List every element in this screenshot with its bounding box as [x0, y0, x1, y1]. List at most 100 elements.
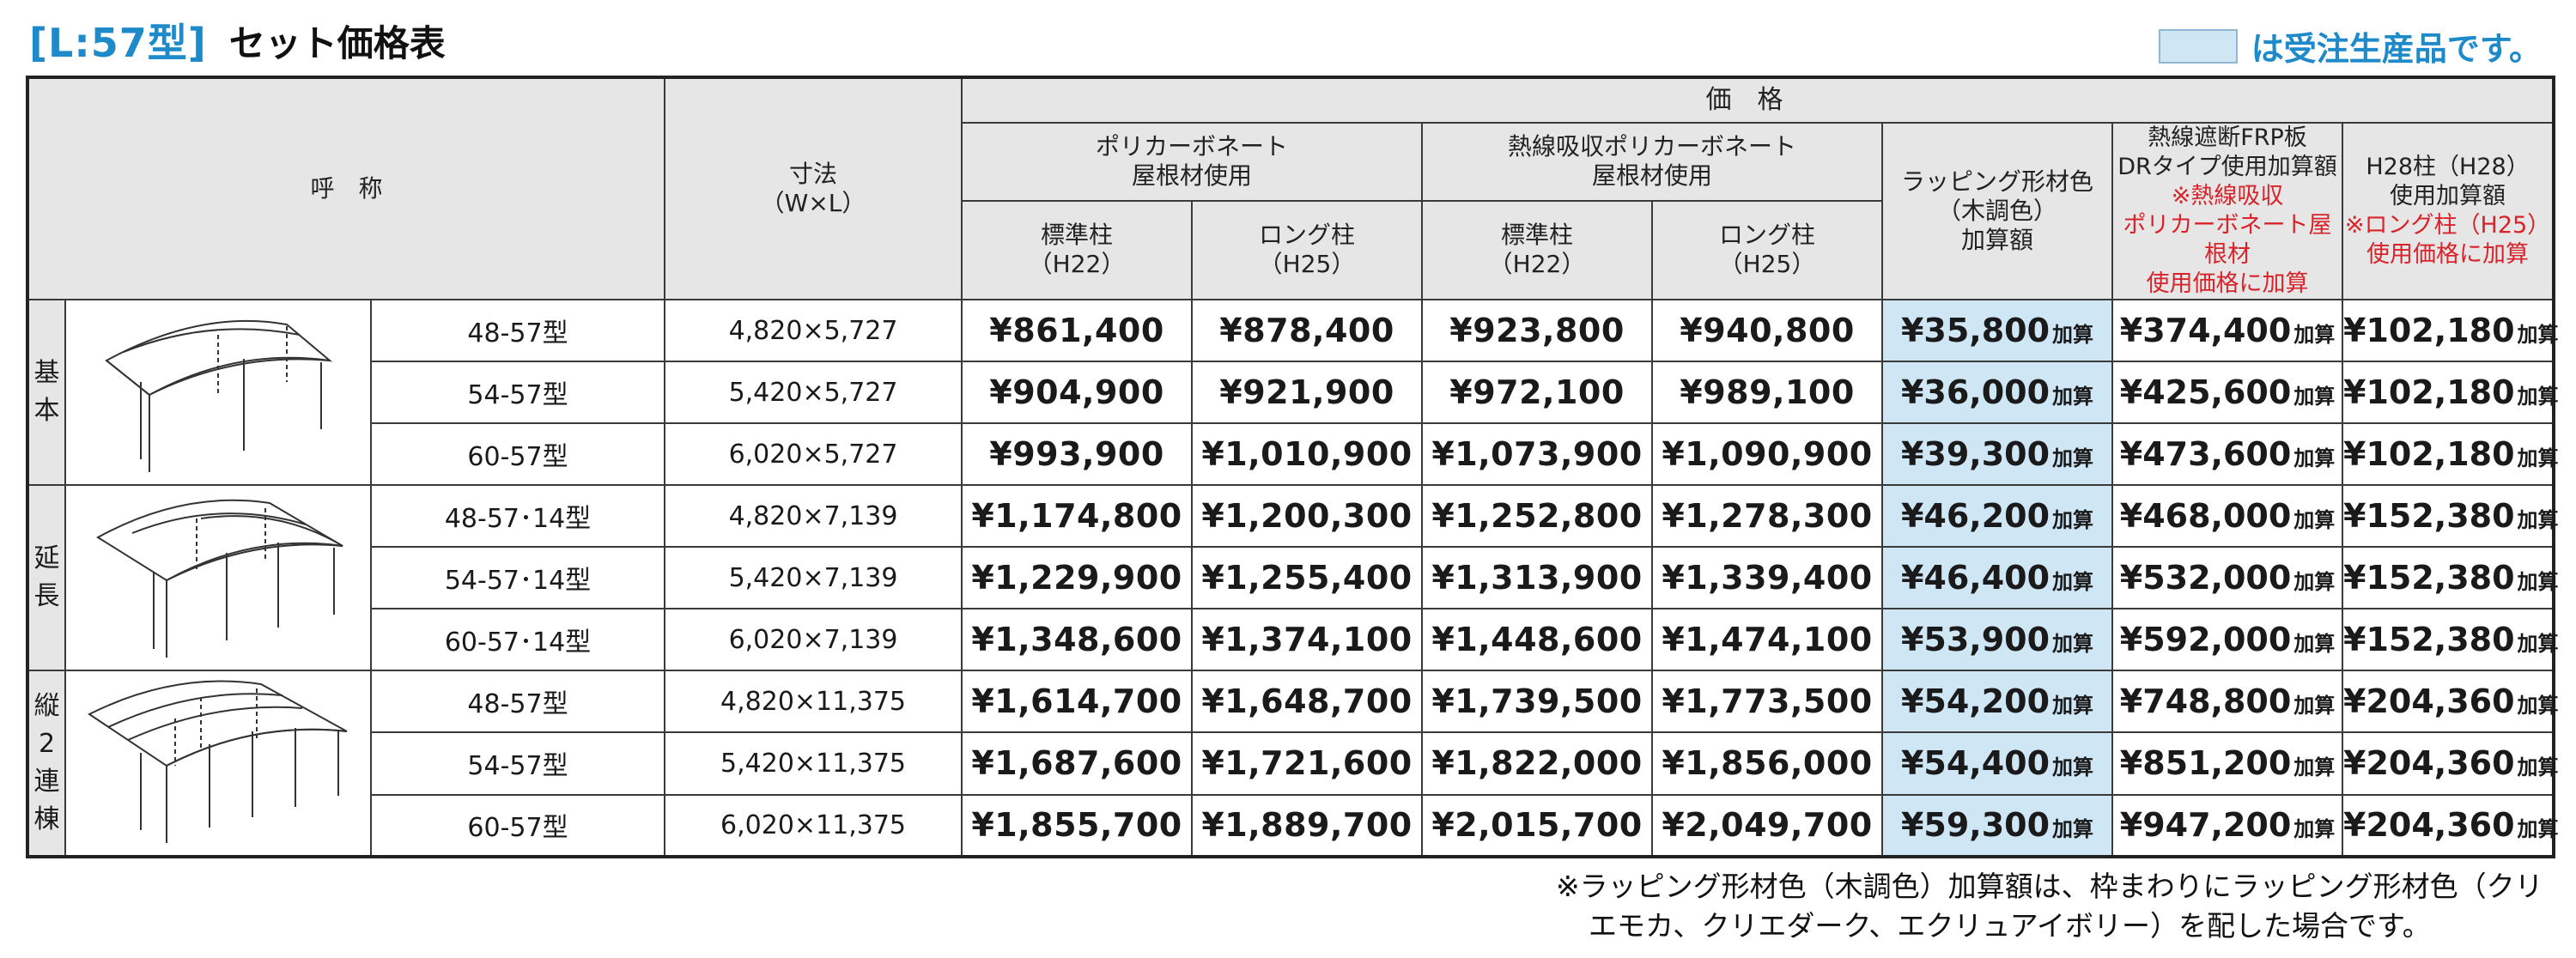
price-heat-standard: ¥1,739,500: [1421, 669, 1654, 734]
header-heat-long: ロング柱 （H25）: [1651, 199, 1884, 301]
price-frp-add: ¥473,600 加算: [2111, 422, 2344, 486]
price-poly-long: ¥1,374,100: [1191, 608, 1424, 671]
price-h28-add: ¥152,380 加算: [2342, 484, 2559, 548]
table-body: 基本 48-57型 4,820×5,727 ¥861,400 ¥878,400 ¥923,…: [27, 299, 2559, 858]
price-table: 呼 称 寸法 （W×L） 価格 ポリカーボネート 屋根材使用 熱線吸収ポリカーボネー…: [26, 76, 2559, 858]
price-frp-add: ¥374,400 加算: [2111, 299, 2344, 362]
price-poly-long: ¥1,255,400: [1191, 546, 1424, 609]
price-wrapping-add: ¥54,400 加算: [1881, 731, 2114, 796]
model-name: 54-57･14型: [369, 546, 666, 609]
header-frp: 熱線遮断FRP板 DRタイプ使用加算額 ※熱線吸収 ポリカーボネート屋根材 使用価格に…: [2111, 122, 2344, 300]
table-row: 縦 2 連棟 48-57型 4,820×11,375 ¥1,614,700 ¥1,648,7…: [27, 669, 2559, 858]
price-poly-standard: ¥904,900: [961, 361, 1194, 424]
model-name: 54-57型: [369, 361, 666, 424]
model-name: 60-57･14型: [369, 608, 666, 671]
price-heat-standard: ¥972,100: [1421, 361, 1654, 424]
dimension: 6,020×11,375: [664, 793, 963, 858]
table-row: 延長 48-57･14型 4,820×7,139 ¥1,174,800 ¥1,200,3…: [27, 484, 2559, 671]
price-frp-add: ¥532,000 加算: [2111, 546, 2344, 609]
group-label: 延長: [27, 484, 66, 671]
price-heat-long: ¥940,800: [1651, 299, 1884, 362]
table-row: 54-57型 5,420×11,375 ¥1,687,600 ¥1,721,600 ¥1…: [27, 731, 2559, 796]
price-poly-standard: ¥1,687,600: [961, 731, 1194, 796]
header-polycarbonate: ポリカーボネート 屋根材使用: [961, 122, 1424, 202]
price-heat-long: ¥1,773,500: [1651, 669, 1884, 734]
price-poly-long: ¥921,900: [1191, 361, 1424, 424]
model-name: 54-57型: [369, 731, 666, 796]
price-frp-add: ¥592,000 加算: [2111, 608, 2344, 671]
carport-double-diagram: [64, 670, 372, 858]
model-name: 60-57型: [369, 422, 666, 486]
dimension: 6,020×7,139: [664, 608, 963, 671]
price-heat-long: ¥989,100: [1651, 361, 1884, 424]
price-h28-add: ¥204,360 加算: [2342, 669, 2559, 734]
price-heat-standard: ¥2,015,700: [1421, 793, 1654, 858]
model-tag: [L:57型]: [29, 20, 207, 66]
price-heat-standard: ¥923,800: [1421, 299, 1654, 362]
price-frp-add: ¥468,000 加算: [2111, 484, 2344, 548]
footnote: ※ラッピング形材色（木調色）加算額は、枠まわりにラッピング形材色（クリ エモカ、…: [1556, 867, 2561, 946]
header-poly-standard: 標準柱 （H22）: [961, 199, 1194, 301]
price-h28-add: ¥102,180 加算: [2342, 299, 2559, 362]
price-poly-standard: ¥1,348,600: [961, 608, 1194, 671]
model-name: 48-57･14型: [369, 484, 666, 548]
price-poly-long: ¥1,010,900: [1191, 422, 1424, 486]
header-dimension: 寸法 （W×L）: [664, 76, 963, 300]
price-frp-add: ¥748,800 加算: [2111, 669, 2344, 734]
dimension: 4,820×7,139: [664, 484, 963, 548]
price-wrapping-add: ¥39,300 加算: [1881, 422, 2114, 486]
header-wrapping: ラッピング形材色 （木調色） 加算額: [1881, 122, 2114, 300]
dimension: 5,420×5,727: [664, 361, 963, 424]
price-poly-standard: ¥1,174,800: [961, 484, 1194, 548]
model-name: 48-57型: [369, 299, 666, 362]
price-heat-long: ¥1,278,300: [1651, 484, 1884, 548]
price-wrapping-add: ¥53,900 加算: [1881, 608, 2114, 671]
legend: は受注生産品です。: [2158, 22, 2542, 70]
footnote-line-1: ※ラッピング形材色（木調色）加算額は、枠まわりにラッピング形材色（クリ: [1556, 870, 2543, 903]
price-poly-long: ¥1,721,600: [1191, 731, 1424, 796]
table-row: 60-57型 6,020×5,727 ¥993,900 ¥1,010,900 ¥1,07…: [27, 422, 2559, 486]
price-poly-standard: ¥993,900: [961, 422, 1194, 486]
price-h28-add: ¥204,360 加算: [2342, 793, 2559, 858]
price-heat-standard: ¥1,822,000: [1421, 731, 1654, 796]
header-h28: H28柱（H28） 使用加算額 ※ロング柱（H25） 使用価格に加算: [2342, 122, 2555, 300]
dimension: 5,420×7,139: [664, 546, 963, 609]
group-label: 基本: [27, 299, 66, 486]
price-poly-standard: ¥1,614,700: [961, 669, 1194, 734]
table-row: 54-57型 5,420×5,727 ¥904,900 ¥921,900 ¥972,10…: [27, 361, 2559, 424]
model-name: 60-57型: [369, 793, 666, 858]
price-heat-long: ¥1,339,400: [1651, 546, 1884, 609]
price-h28-add: ¥204,360 加算: [2342, 731, 2559, 796]
model-name: 48-57型: [369, 669, 666, 734]
title-row: [L:57型] セット価格表: [29, 12, 446, 69]
price-h28-add: ¥152,380 加算: [2342, 546, 2559, 609]
dimension: 4,820×5,727: [664, 299, 963, 362]
legend-swatch: [2158, 28, 2238, 64]
price-poly-long: ¥1,200,300: [1191, 484, 1424, 548]
price-poly-long: ¥1,889,700: [1191, 793, 1424, 858]
price-h28-add: ¥102,180 加算: [2342, 422, 2559, 486]
price-heat-standard: ¥1,073,900: [1421, 422, 1654, 486]
price-wrapping-add: ¥46,400 加算: [1881, 546, 2114, 609]
carport-basic-diagram: [64, 299, 372, 486]
price-wrapping-add: ¥46,200 加算: [1881, 484, 2114, 548]
page-title: セット価格表: [228, 21, 446, 64]
header-price: 価格: [961, 76, 2555, 124]
price-wrapping-add: ¥59,300 加算: [1881, 793, 2114, 858]
price-h28-add: ¥152,380 加算: [2342, 608, 2559, 671]
header-poly-long: ロング柱 （H25）: [1191, 199, 1424, 301]
price-poly-standard: ¥1,229,900: [961, 546, 1194, 609]
table-row: 基本 48-57型 4,820×5,727 ¥861,400 ¥878,400 ¥923,…: [27, 299, 2559, 486]
price-poly-long: ¥878,400: [1191, 299, 1424, 362]
header-name: 呼 称: [26, 76, 666, 300]
price-h28-add: ¥102,180 加算: [2342, 361, 2559, 424]
table-row: 60-57･14型 6,020×7,139 ¥1,348,600 ¥1,374,100…: [27, 608, 2559, 671]
header-heat-standard: 標準柱 （H22）: [1421, 199, 1654, 301]
price-poly-standard: ¥861,400: [961, 299, 1194, 362]
price-frp-add: ¥851,200 加算: [2111, 731, 2344, 796]
price-heat-standard: ¥1,252,800: [1421, 484, 1654, 548]
price-heat-long: ¥1,090,900: [1651, 422, 1884, 486]
table-row: 60-57型 6,020×11,375 ¥1,855,700 ¥1,889,700 ¥2…: [27, 793, 2559, 858]
price-wrapping-add: ¥36,000 加算: [1881, 361, 2114, 424]
